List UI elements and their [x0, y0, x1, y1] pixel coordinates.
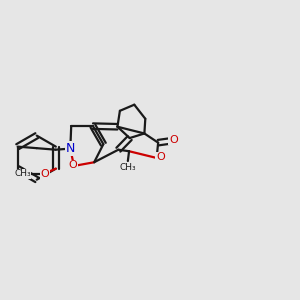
Text: CH₃: CH₃ — [119, 163, 136, 172]
Text: O: O — [40, 169, 49, 178]
Text: O: O — [69, 160, 77, 170]
Text: CH₃: CH₃ — [14, 169, 31, 178]
Text: N: N — [66, 142, 75, 155]
Text: O: O — [156, 152, 165, 162]
Text: O: O — [169, 135, 178, 145]
